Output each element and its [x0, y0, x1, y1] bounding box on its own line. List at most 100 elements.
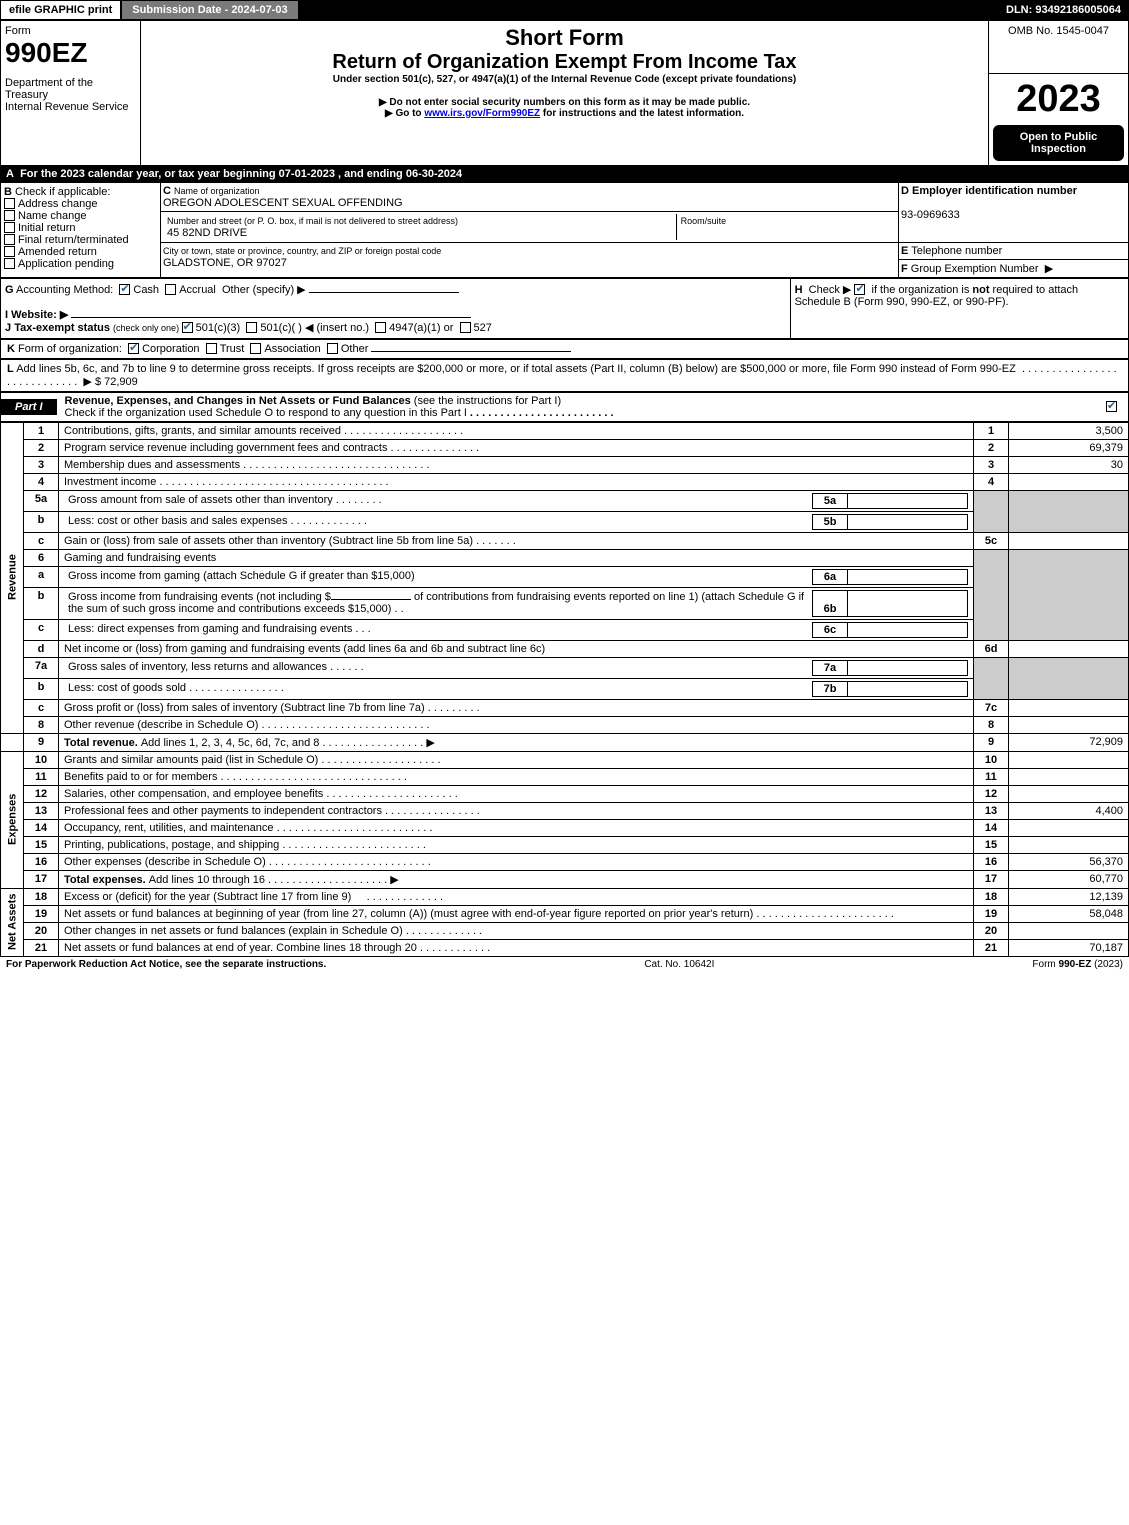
header-center: Short Form Return of Organization Exempt… [141, 21, 989, 166]
final-return-checkbox[interactable] [4, 234, 15, 245]
l5-shade [974, 490, 1009, 532]
c-street-cell: Number and street (or P. O. box, if mail… [161, 211, 899, 242]
l1-num: 1 [24, 422, 59, 439]
4947-lbl: 4947(a)(1) or [389, 322, 453, 334]
l10-num: 10 [24, 751, 59, 768]
amended-return-checkbox[interactable] [4, 246, 15, 257]
room-lbl: Room/suite [681, 216, 727, 226]
cash-checkbox[interactable] [119, 284, 130, 295]
l14-num: 14 [24, 819, 59, 836]
l5a-mv [848, 493, 968, 508]
l16-text: Other expenses (describe in Schedule O) … [59, 853, 974, 870]
l12-rn: 12 [974, 785, 1009, 802]
l16-num: 16 [24, 853, 59, 870]
527-checkbox[interactable] [460, 322, 471, 333]
corp-checkbox[interactable] [128, 343, 139, 354]
name-change-checkbox[interactable] [4, 210, 15, 221]
l10-text: Grants and similar amounts paid (list in… [59, 751, 974, 768]
top-bar: efile GRAPHIC print Submission Date - 20… [0, 0, 1129, 20]
l17-arrow: ▶ [390, 874, 398, 886]
irs: Internal Revenue Service [5, 101, 129, 113]
l5c-val [1009, 532, 1129, 549]
assoc-checkbox[interactable] [250, 343, 261, 354]
goto-link[interactable]: www.irs.gov/Form990EZ [424, 108, 540, 119]
website-input[interactable] [71, 317, 471, 318]
l20-num: 20 [24, 922, 59, 939]
c-name-cell: C Name of organization OREGON ADOLESCENT… [161, 182, 899, 211]
ein-lbl: Employer identification number [912, 185, 1077, 197]
addr-change-checkbox[interactable] [4, 198, 15, 209]
c-name-lbl: Name of organization [174, 186, 260, 196]
g-label: G [5, 284, 14, 296]
l16-rn: 16 [974, 853, 1009, 870]
part1-see: (see the instructions for Part I) [414, 395, 561, 407]
l14-rn: 14 [974, 819, 1009, 836]
dept: Department of the Treasury [5, 77, 93, 101]
other-org-input[interactable] [371, 351, 571, 352]
part1-header: Part I Revenue, Expenses, and Changes in… [0, 392, 1129, 422]
l17-rn: 17 [974, 870, 1009, 888]
l4-val [1009, 473, 1129, 490]
l7b-num: b [24, 678, 59, 699]
tax-year: 2023 [993, 78, 1124, 121]
4947-checkbox[interactable] [375, 322, 386, 333]
l6b-num: b [24, 587, 59, 619]
501c3-checkbox[interactable] [182, 322, 193, 333]
l3-num: 3 [24, 456, 59, 473]
l6c-mn: 6c [813, 622, 848, 637]
part1-title-text: Revenue, Expenses, and Changes in Net As… [65, 395, 411, 407]
l11-text: Benefits paid to or for members . . . . … [59, 768, 974, 785]
street: 45 82ND DRIVE [167, 227, 247, 239]
l1-rn: 1 [974, 422, 1009, 439]
l6-shade-val [1009, 549, 1129, 640]
app-pending-checkbox[interactable] [4, 258, 15, 269]
l7a-mv [848, 660, 968, 675]
l6-shade [974, 549, 1009, 640]
city-lbl: City or town, state or province, country… [163, 246, 441, 256]
l20-rn: 20 [974, 922, 1009, 939]
l10-rn: 10 [974, 751, 1009, 768]
form-word: Form [5, 25, 31, 37]
h-cell: H Check ▶ if the organization is not req… [790, 278, 1128, 338]
l12-val [1009, 785, 1129, 802]
h-text2: if the organization is [872, 284, 973, 296]
part1-title: Revenue, Expenses, and Changes in Net As… [57, 393, 622, 421]
l21-num: 21 [24, 939, 59, 956]
l1-text: Contributions, gifts, grants, and simila… [59, 422, 974, 439]
l19-val: 58,048 [1009, 905, 1129, 922]
l5a-num: 5a [24, 490, 59, 511]
return-title: Return of Organization Exempt From Incom… [145, 51, 984, 74]
l-text: Add lines 5b, 6c, and 7b to line 9 to de… [16, 363, 1016, 375]
street-lbl: Number and street (or P. O. box, if mail… [167, 216, 458, 226]
part1-check-text: Check if the organization used Schedule … [65, 407, 467, 419]
initial-return-checkbox[interactable] [4, 222, 15, 233]
h-checkbox[interactable] [854, 284, 865, 295]
l19-num: 19 [24, 905, 59, 922]
l5b-text: Less: cost or other basis and sales expe… [59, 511, 974, 532]
other-specify-input[interactable] [309, 292, 459, 293]
h-label: H [795, 284, 803, 296]
addr-change: Address change [18, 198, 98, 210]
l6d-text: Net income or (loss) from gaming and fun… [59, 640, 974, 657]
goto-line: ▶ Go to www.irs.gov/Form990EZ for instru… [145, 108, 984, 119]
other-org-checkbox[interactable] [327, 343, 338, 354]
6b-amount-input[interactable] [331, 599, 411, 600]
open-to-public: Open to Public Inspection [993, 125, 1124, 161]
dln: DLN: 93492186005064 [998, 1, 1129, 19]
other-lbl: Other (specify) ▶ [222, 284, 306, 296]
line-a: A For the 2023 calendar year, or tax yea… [0, 166, 1129, 182]
trust-checkbox[interactable] [206, 343, 217, 354]
schedule-o-checkbox[interactable] [1106, 401, 1117, 412]
header-left: Form 990EZ [1, 21, 141, 74]
tel-lbl: Telephone number [911, 245, 1002, 257]
l15-rn: 15 [974, 836, 1009, 853]
f-arrow: ▶ [1045, 263, 1053, 275]
goto-pre: ▶ Go to [385, 108, 424, 119]
year-cell: 2023 Open to Public Inspection [989, 73, 1129, 165]
l18-val: 12,139 [1009, 888, 1129, 905]
l6c-text: Less: direct expenses from gaming and fu… [59, 619, 974, 640]
501c-checkbox[interactable] [246, 322, 257, 333]
accrual-checkbox[interactable] [165, 284, 176, 295]
header-table: Form 990EZ Short Form Return of Organiza… [0, 20, 1129, 166]
e-cell: E Telephone number [899, 242, 1129, 259]
